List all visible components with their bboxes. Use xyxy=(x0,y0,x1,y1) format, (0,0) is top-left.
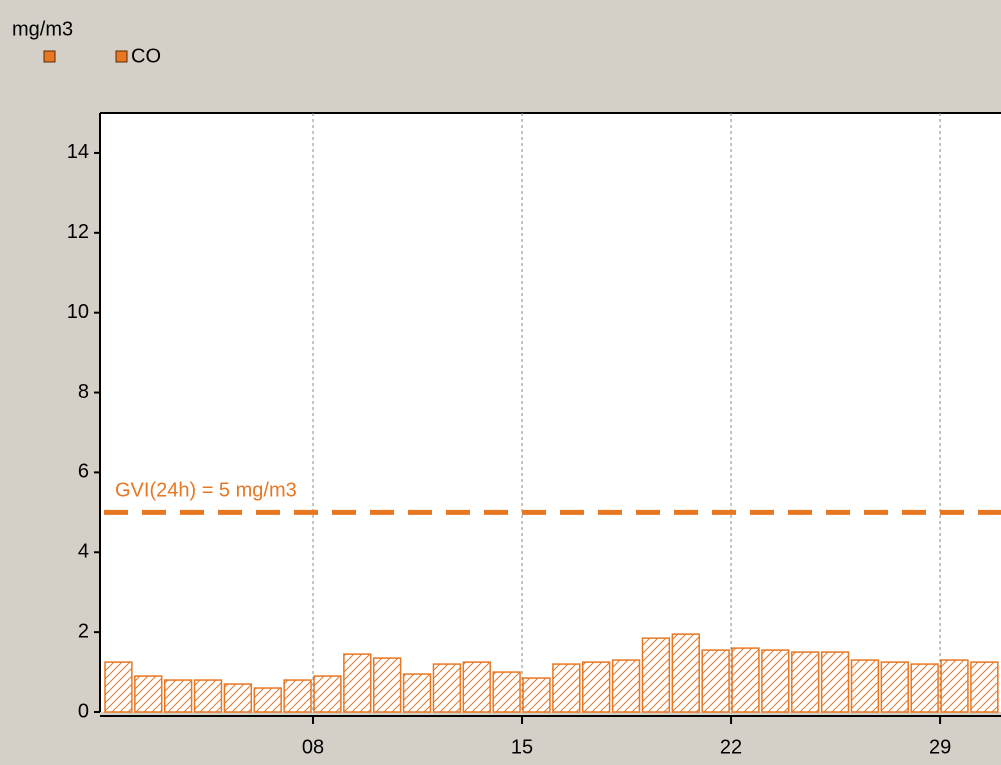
bar xyxy=(582,661,611,713)
x-tick-label: 15 xyxy=(511,736,533,758)
y-tick-label: 4 xyxy=(78,541,89,563)
y-tick-label: 14 xyxy=(67,141,89,163)
bar xyxy=(731,647,760,713)
y-tick-label: 8 xyxy=(78,381,89,403)
bar xyxy=(223,683,253,713)
bar xyxy=(791,651,820,713)
bar xyxy=(970,661,999,713)
bar xyxy=(283,679,312,713)
y-tick-label: 12 xyxy=(67,221,89,243)
bar xyxy=(372,657,402,713)
bar xyxy=(671,633,700,713)
bar xyxy=(641,637,671,713)
legend-label: CO xyxy=(131,45,161,67)
bar xyxy=(552,663,581,713)
plot-area xyxy=(100,113,1001,712)
bar xyxy=(761,649,790,713)
legend-swatch xyxy=(115,50,128,63)
bar xyxy=(193,679,223,713)
y-tick-label: 2 xyxy=(78,620,89,642)
y-tick-label: 10 xyxy=(67,301,89,323)
y-axis-label: mg/m3 xyxy=(12,18,73,40)
bar xyxy=(492,671,521,713)
x-tick-label: 08 xyxy=(302,736,324,758)
bar xyxy=(611,659,641,713)
bar xyxy=(850,659,880,713)
legend: CO xyxy=(115,45,161,67)
bar xyxy=(462,661,491,713)
legend-swatch xyxy=(43,50,56,63)
bar xyxy=(701,649,730,713)
y-tick-label: 6 xyxy=(78,461,89,483)
bar xyxy=(402,673,432,713)
bar xyxy=(522,677,551,713)
bar xyxy=(134,675,163,713)
bar xyxy=(432,663,462,713)
bar xyxy=(940,659,969,713)
bar xyxy=(104,661,133,713)
x-tick-label: 29 xyxy=(929,736,951,758)
bar xyxy=(253,687,282,713)
bar xyxy=(820,651,850,713)
bar xyxy=(910,663,939,713)
reference-label: GVI(24h) = 5 mg/m3 xyxy=(115,480,297,502)
y-tick-label: 0 xyxy=(78,700,89,722)
bar xyxy=(163,679,193,713)
x-tick-label: 22 xyxy=(720,736,742,758)
bar xyxy=(313,675,342,713)
bar xyxy=(343,653,372,713)
bar xyxy=(880,661,909,713)
